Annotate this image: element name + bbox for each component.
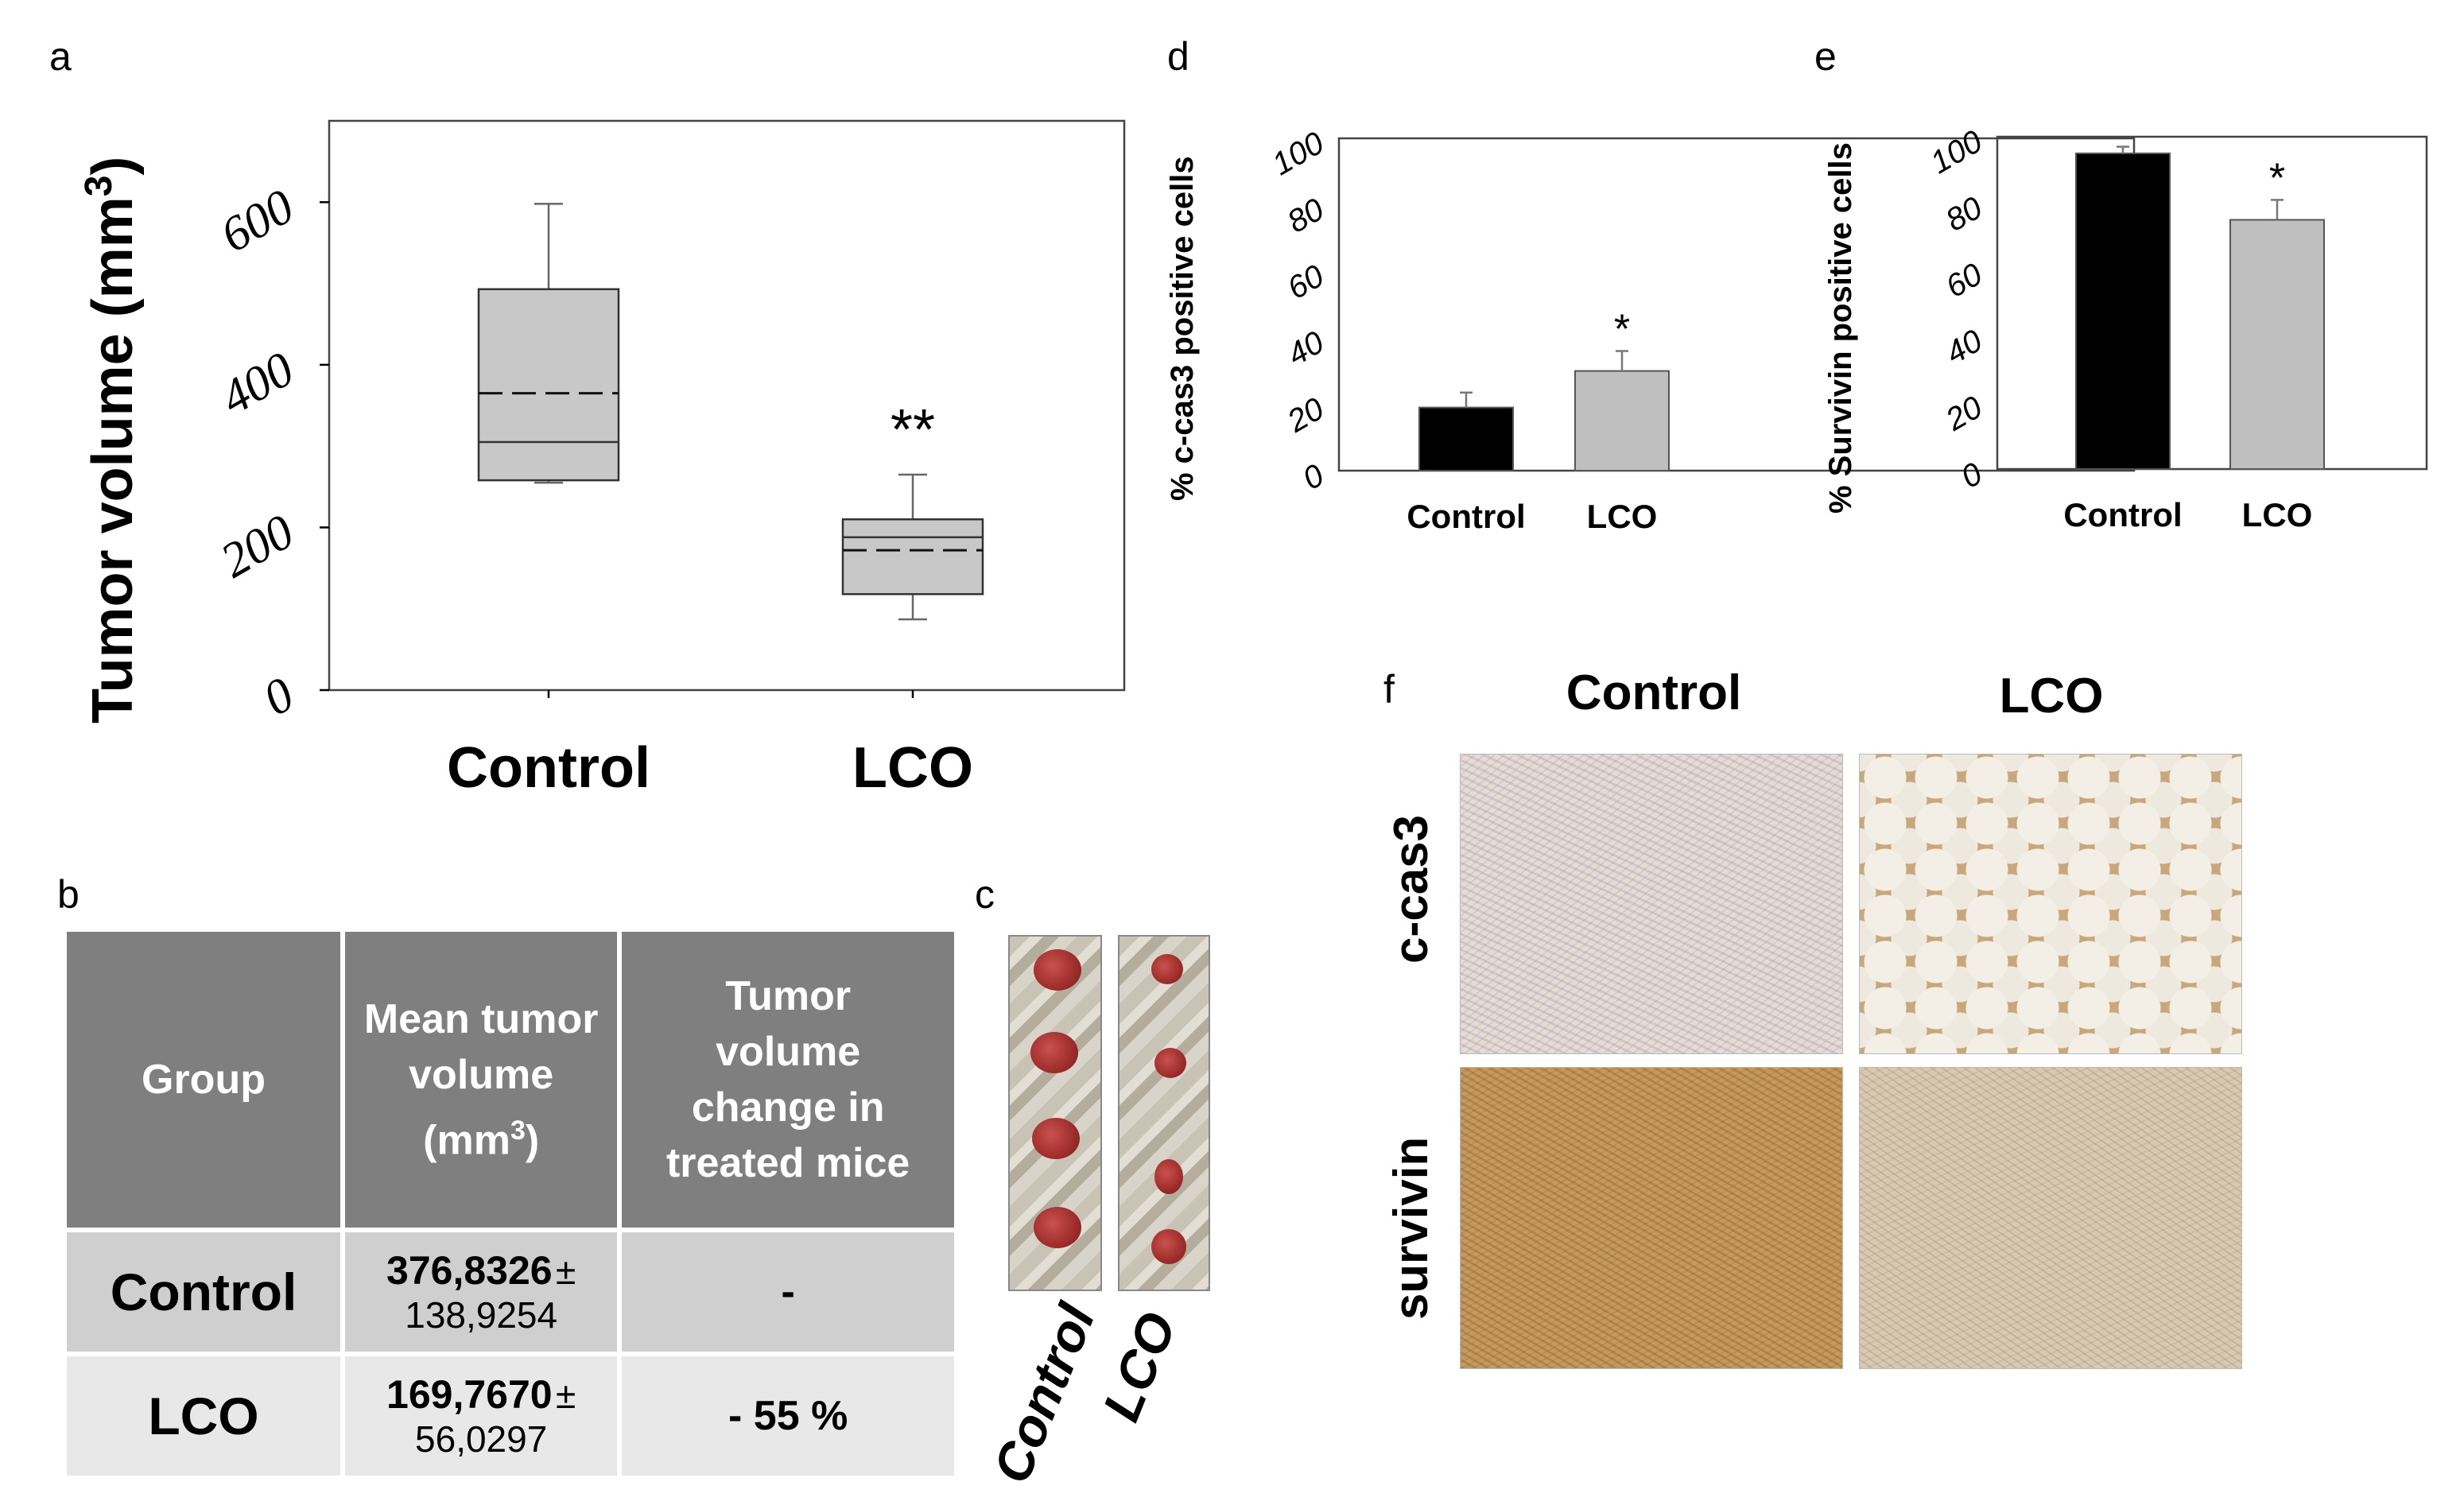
- boxplot-chart-a: Tumor volume (mm3) 0 200 400 600 ** Control…: [78, 119, 1126, 800]
- y-tick-label-d: 80: [1282, 192, 1330, 239]
- y-tick-label-d: 40: [1282, 324, 1330, 372]
- y-tick-label-e: 80: [1940, 190, 1989, 238]
- cell-change: -: [622, 1232, 954, 1352]
- header-mean: Mean tumor volume (mm3): [345, 932, 618, 1228]
- box-control: [477, 288, 620, 482]
- panel-letter-a: a: [49, 34, 72, 79]
- y-tick-label-e: 40: [1940, 323, 1989, 370]
- cell-group: LCO: [67, 1356, 340, 1476]
- panel-letter-c: c: [975, 872, 995, 917]
- bar-control: [2075, 152, 2171, 470]
- x-tick-label-d: Control: [1407, 498, 1525, 535]
- significance-marker: *: [2269, 155, 2285, 201]
- y-tick-label-e: 60: [1940, 257, 1989, 304]
- cell-group: Control: [67, 1232, 340, 1352]
- table-header-row: Group Mean tumor volume (mm3) Tumor volu…: [67, 932, 954, 1228]
- significance-marker: *: [1614, 307, 1630, 353]
- ihc-image-survivin-lco: [1859, 1067, 2242, 1369]
- panel-letter-d: d: [1167, 34, 1189, 79]
- table-row: Control 376,8326 ±138,9254 -: [67, 1232, 954, 1352]
- cell-mean: 169,7670 ±56,0297: [345, 1356, 618, 1476]
- header-group: Group: [67, 932, 340, 1228]
- plot-frame-a: [328, 119, 1126, 692]
- y-axis-label-d: % c-cas3 positive cells: [1165, 156, 1200, 501]
- ihc-image-cas3-control: [1460, 754, 1843, 1054]
- y-tick-label-e: 20: [1939, 390, 1988, 438]
- y-tick-label-d: 100: [1267, 126, 1330, 182]
- panel-letter-f: f: [1383, 667, 1395, 712]
- y-tick-label-a: 0: [254, 667, 303, 726]
- bar-chart-e: % Survivin positive cells 0 20 40 60 80 100 * C…: [1823, 124, 2428, 533]
- cell-change: - 55 %: [622, 1356, 954, 1476]
- box-lco: [841, 518, 984, 595]
- bar-lco: [2229, 219, 2325, 470]
- ihc-col-control: Control: [1566, 665, 1742, 720]
- x-tick-label-a: Control: [447, 736, 650, 800]
- y-tick-label-d: 60: [1282, 258, 1330, 306]
- results-table: Group Mean tumor volume (mm3) Tumor volu…: [62, 927, 959, 1480]
- bar-chart-d: % c-cas3 positive cells 0 20 40 60 80 100 * Con…: [1165, 126, 2136, 535]
- ihc-row-cas3: c-cas3: [1384, 815, 1438, 964]
- plot-frame-e: [1996, 135, 2428, 471]
- y-tick-label-e: 100: [1925, 124, 1989, 180]
- ihc-image-survivin-control: [1460, 1067, 1843, 1369]
- y-tick-label-d: 0: [1297, 458, 1329, 497]
- header-change: Tumor volume change in treated mice: [622, 932, 954, 1228]
- ihc-col-lco: LCO: [1999, 669, 2104, 723]
- photo-lco-tumors: [1118, 935, 1210, 1291]
- y-axis-label-a: Tumor volume (mm3): [78, 157, 146, 723]
- photo-label-control: Control: [981, 1294, 1106, 1491]
- panel-letter-b: b: [57, 872, 80, 917]
- panel-letter-e: e: [1814, 34, 1837, 79]
- x-tick-label-a: LCO: [852, 736, 973, 800]
- bar-lco: [1574, 370, 1670, 472]
- y-tick-label-d: 20: [1281, 391, 1329, 440]
- y-tick-label-a: 600: [211, 180, 303, 263]
- y-tick-label-e: 0: [1955, 456, 1988, 495]
- photo-control-tumors: [1008, 935, 1102, 1291]
- table-row: LCO 169,7670 ±56,0297 - 55 %: [67, 1356, 954, 1476]
- photo-label-lco: LCO: [1091, 1304, 1187, 1429]
- x-tick-label-e: Control: [2063, 496, 2182, 533]
- bar-control: [1418, 406, 1514, 472]
- ihc-image-cas3-lco: [1859, 754, 2242, 1054]
- x-tick-label-e: LCO: [2242, 496, 2313, 533]
- cell-mean: 376,8326 ±138,9254: [345, 1232, 618, 1352]
- x-tick-label-d: LCO: [1587, 498, 1658, 535]
- ihc-row-survivin: survivin: [1384, 1136, 1438, 1320]
- y-axis-label-e: % Survivin positive cells: [1823, 142, 1858, 514]
- significance-marker: **: [891, 398, 935, 462]
- y-tick-label-a: 200: [211, 505, 303, 588]
- y-tick-label-a: 400: [211, 342, 303, 425]
